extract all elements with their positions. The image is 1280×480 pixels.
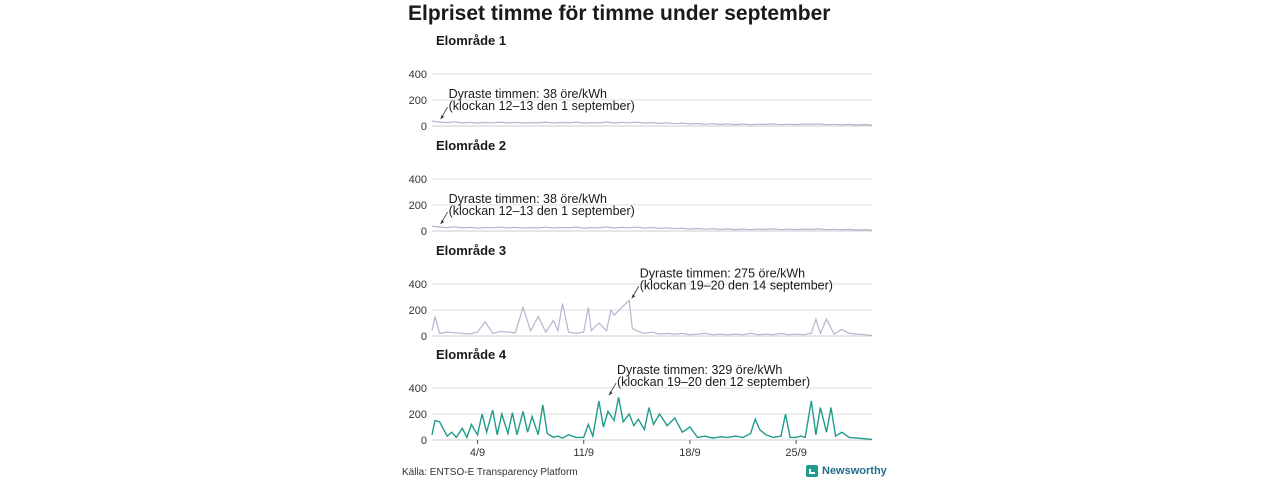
annotation-arrowhead bbox=[609, 391, 613, 396]
x-tick-label: 11/9 bbox=[573, 447, 594, 459]
annotation-line2: (klockan 19–20 den 14 september) bbox=[640, 278, 833, 292]
y-tick-label: 200 bbox=[409, 95, 427, 107]
annotation-line1: Dyraste timmen: 38 öre/kWh bbox=[449, 87, 607, 101]
x-tick-label: 25/9 bbox=[785, 447, 806, 459]
brand: Newsworthy bbox=[806, 465, 887, 477]
chart-title: Elpriset timme för timme under september bbox=[408, 2, 831, 25]
y-tick-label: 400 bbox=[409, 279, 427, 291]
annotation-line2: (klockan 12–13 den 1 september) bbox=[449, 99, 635, 113]
series-line-2 bbox=[431, 225, 873, 231]
annotation-line2: (klockan 12–13 den 1 september) bbox=[449, 204, 635, 218]
series-line-3 bbox=[431, 299, 873, 336]
y-tick-label: 400 bbox=[409, 174, 427, 186]
source-note: Källa: ENTSO-E Transparency Platform bbox=[402, 467, 578, 478]
x-tick-label: 18/9 bbox=[679, 447, 700, 459]
newsworthy-logo-icon bbox=[806, 465, 818, 477]
brand-name: Newsworthy bbox=[822, 465, 887, 477]
y-tick-label: 200 bbox=[409, 305, 427, 317]
y-tick-label: 0 bbox=[421, 226, 427, 238]
annotation-line2: (klockan 19–20 den 12 september) bbox=[617, 375, 810, 389]
x-tick-label: 4/9 bbox=[470, 447, 485, 459]
y-tick-label: 0 bbox=[421, 435, 427, 447]
y-tick-label: 0 bbox=[421, 121, 427, 133]
annotation-arrowhead bbox=[631, 294, 636, 299]
annotation-line1: Dyraste timmen: 329 öre/kWh bbox=[617, 363, 782, 377]
panel-title-2: Elområde 2 bbox=[436, 138, 506, 153]
panel-title-4: Elområde 4 bbox=[436, 347, 507, 362]
annotation-line1: Dyraste timmen: 38 öre/kWh bbox=[449, 192, 607, 206]
y-tick-label: 400 bbox=[409, 383, 427, 395]
y-tick-label: 0 bbox=[421, 331, 427, 343]
y-tick-label: 400 bbox=[409, 69, 427, 81]
panel-title-3: Elområde 3 bbox=[436, 243, 506, 258]
y-tick-label: 200 bbox=[409, 200, 427, 212]
annotation-line1: Dyraste timmen: 275 öre/kWh bbox=[640, 266, 805, 280]
annotation-arrowhead bbox=[440, 115, 445, 120]
series-line-1 bbox=[431, 120, 873, 126]
annotation-arrowhead bbox=[440, 220, 445, 225]
y-tick-label: 200 bbox=[409, 409, 427, 421]
series-line-4 bbox=[431, 397, 873, 441]
panel-title-1: Elområde 1 bbox=[436, 33, 506, 48]
